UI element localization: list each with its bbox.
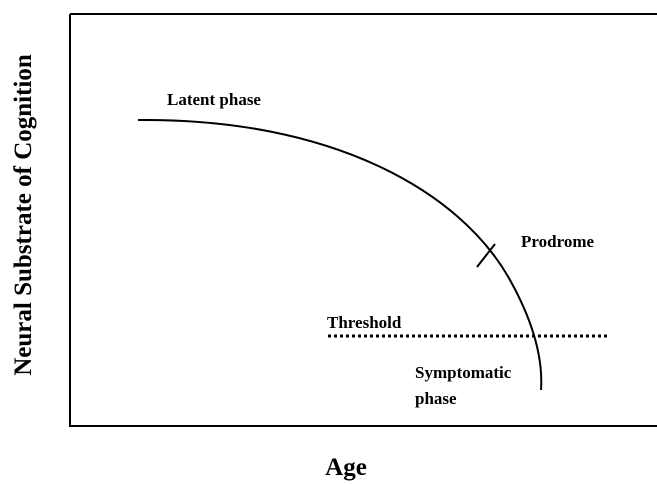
prodrome-tick xyxy=(476,243,496,268)
threshold-label: Threshold xyxy=(327,313,402,332)
prodrome-label: Prodrome xyxy=(521,232,594,251)
latent-label: Latent phase xyxy=(167,90,261,109)
y-axis-label: Neural Substrate of Cognition xyxy=(10,54,37,376)
decline-curve xyxy=(137,118,543,391)
symptomatic-label: phase xyxy=(415,389,457,408)
x-axis-label: Age xyxy=(325,454,367,481)
symptomatic-label: Symptomatic xyxy=(415,363,512,382)
